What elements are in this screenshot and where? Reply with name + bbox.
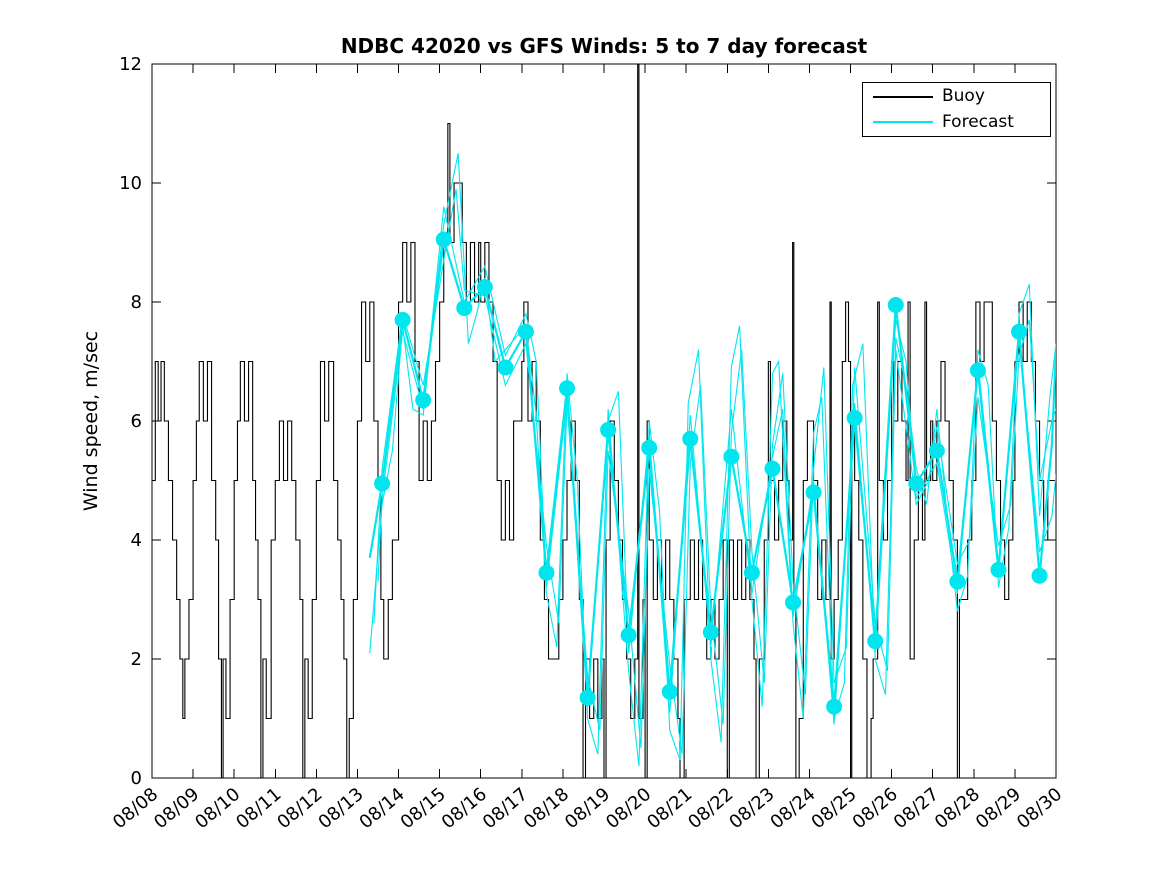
legend-label-forecast: Forecast xyxy=(942,111,1014,132)
x-tick-label: 08/11 xyxy=(232,784,285,833)
x-tick-label: 08/30 xyxy=(1013,784,1066,833)
x-tick-label: 08/24 xyxy=(766,784,819,833)
buoy-line-sample-icon xyxy=(873,95,933,98)
x-tick-label: 08/27 xyxy=(890,784,943,833)
forecast-marker-dot xyxy=(785,594,802,611)
forecast-marker-dot xyxy=(620,627,637,644)
forecast-marker-dot xyxy=(702,624,719,641)
y-axis-label: Wind speed, m/sec xyxy=(80,331,102,511)
legend-label-buoy: Buoy xyxy=(942,86,985,107)
y-tick-label: 4 xyxy=(131,530,142,551)
forecast-marker-dot xyxy=(641,439,658,456)
x-tick-label: 08/25 xyxy=(808,784,861,833)
chart-title: NDBC 42020 vs GFS Winds: 5 to 7 day fore… xyxy=(340,34,868,58)
forecast-line-sample-icon xyxy=(873,121,933,124)
forecast-marker-dot xyxy=(887,296,904,313)
forecast-marker-dot xyxy=(743,564,760,581)
forecast-marker-dot xyxy=(1011,323,1028,340)
forecast-marker-dot xyxy=(394,311,411,328)
legend-entry-buoy: Buoy xyxy=(863,85,1050,109)
x-tick-label: 08/19 xyxy=(561,784,614,833)
forecast-marker-dot xyxy=(661,683,678,700)
x-tick-label: 08/17 xyxy=(479,784,532,833)
plot-area xyxy=(152,64,1056,778)
forecast-marker-dot xyxy=(600,421,617,438)
forecast-marker-dot xyxy=(846,410,863,427)
x-tick-label: 08/16 xyxy=(438,784,491,833)
forecast-marker-dot xyxy=(990,561,1007,578)
legend: Buoy Forecast xyxy=(862,82,1051,137)
series-forecast-run-3 xyxy=(377,206,1056,725)
forecast-marker-dot xyxy=(949,573,966,590)
legend-entry-forecast: Forecast xyxy=(863,110,1050,134)
forecast-marker-dot xyxy=(559,380,576,397)
forecast-marker-dot xyxy=(517,323,534,340)
forecast-markers xyxy=(374,231,1048,715)
y-tick-label: 10 xyxy=(119,173,142,194)
forecast-marker-dot xyxy=(969,362,986,379)
forecast-marker-dot xyxy=(374,475,391,492)
x-tick-label: 08/22 xyxy=(684,784,737,833)
x-tick-label: 08/28 xyxy=(931,784,984,833)
x-tick-label: 08/26 xyxy=(849,784,902,833)
forecast-marker-dot xyxy=(1031,567,1048,584)
x-tick-label: 08/09 xyxy=(150,784,203,833)
x-tick-label: 08/21 xyxy=(643,784,696,833)
x-tick-label: 08/14 xyxy=(356,784,409,833)
y-tick-label: 8 xyxy=(131,292,142,313)
y-tick-label: 0 xyxy=(131,768,142,789)
y-tick-label: 6 xyxy=(131,411,142,432)
forecast-marker-dot xyxy=(764,460,781,477)
forecast-marker-dot xyxy=(805,484,822,501)
x-tick-label: 08/12 xyxy=(273,784,326,833)
series-forecast-run-2 xyxy=(373,188,1056,755)
forecast-marker-dot xyxy=(682,430,699,447)
forecast-marker-dot xyxy=(497,359,514,376)
forecast-marker-dot xyxy=(456,299,473,316)
series-forecast-run-1 xyxy=(369,153,1056,767)
x-tick-label: 08/29 xyxy=(972,784,1025,833)
x-tick-label: 08/08 xyxy=(109,784,162,833)
x-tick-label: 08/13 xyxy=(314,784,367,833)
x-tick-label: 08/23 xyxy=(725,784,778,833)
x-tick-label: 08/18 xyxy=(520,784,573,833)
x-tick-label: 08/20 xyxy=(602,784,655,833)
x-tick-label: 08/15 xyxy=(397,784,450,833)
x-tick-label: 08/10 xyxy=(191,784,244,833)
series-buoy xyxy=(152,64,1056,778)
forecast-marker-dot xyxy=(908,475,925,492)
y-tick-label: 12 xyxy=(119,54,142,75)
y-tick-label: 2 xyxy=(131,649,142,670)
